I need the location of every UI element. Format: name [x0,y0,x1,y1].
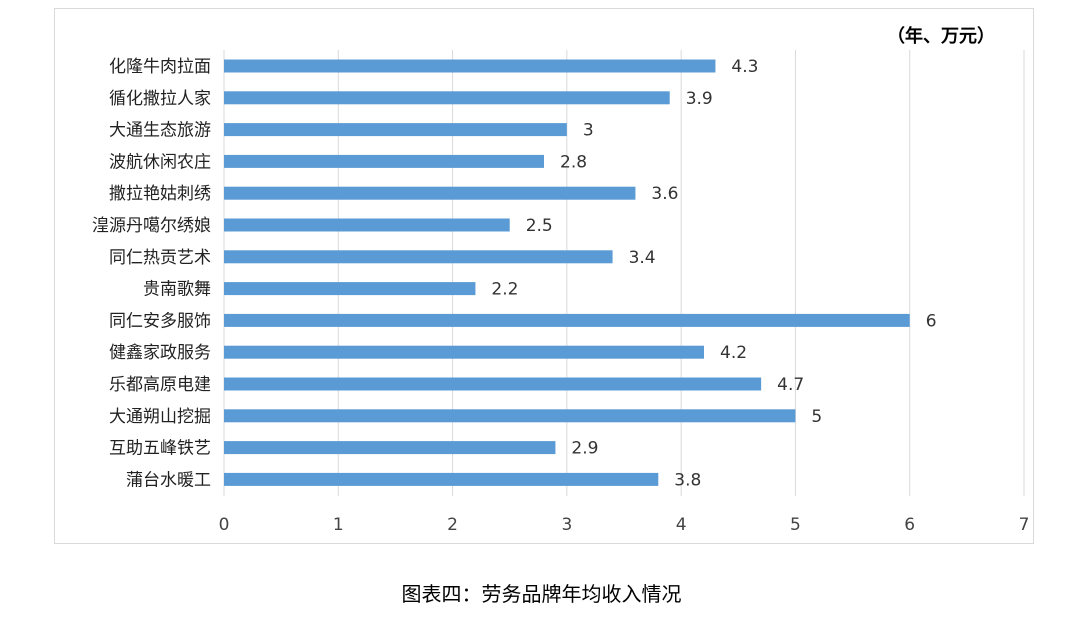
unit-label: （年、万元） [887,25,995,47]
bar [224,218,510,232]
bar [224,282,476,296]
bar [224,377,762,391]
category-label: 同仁热贡艺术 [109,248,211,268]
x-tick-label: 7 [1019,515,1030,535]
category-label: 化隆牛肉拉面 [109,57,211,77]
category-label: 湟源丹噶尔绣娘 [92,216,211,236]
data-label: 2.8 [560,152,587,172]
bar [224,123,567,137]
data-label: 3.9 [686,89,713,109]
x-tick-labels: 0 1 2 3 4 5 6 7 [219,515,1030,535]
category-label: 大通生态旅游 [109,121,211,141]
x-tick-label: 3 [561,515,572,535]
bar [224,91,670,105]
data-label: 2.9 [571,439,598,459]
bar [224,472,659,486]
category-label: 波航休闲农庄 [109,152,211,172]
category-label: 蒲台水暖工 [126,470,211,490]
bar [224,441,556,455]
bar [224,59,716,73]
x-tick-label: 6 [904,515,915,535]
bar [224,313,910,327]
x-tick-label: 5 [790,515,801,535]
data-label: 4.2 [720,343,747,363]
data-label: 4.3 [731,57,758,77]
category-label: 撒拉艳姑刺绣 [109,184,211,204]
data-label: 3.4 [629,248,656,268]
category-label: 互助五峰铁艺 [109,439,211,459]
category-label: 乐都高原电建 [109,375,211,395]
bars [224,59,910,486]
data-label: 3 [583,121,594,141]
bar [224,186,636,200]
bar [224,250,613,264]
category-label: 贵南歌舞 [143,280,211,300]
x-tick-label: 2 [447,515,458,535]
data-label: 5 [811,407,822,427]
data-label: 3.6 [651,184,678,204]
category-label: 同仁安多服饰 [109,311,211,331]
x-tick-label: 4 [676,515,687,535]
bar [224,154,544,168]
category-label: 健鑫家政服务 [109,343,211,363]
gridlines [223,50,1025,496]
category-labels: 化隆牛肉拉面循化撒拉人家大通生态旅游波航休闲农庄撒拉艳姑刺绣湟源丹噶尔绣娘同仁热… [92,57,211,490]
data-label: 4.7 [777,375,804,395]
bar [224,345,704,359]
data-label: 2.2 [491,280,518,300]
chart-caption: 图表四：劳务品牌年均收入情况 [401,582,682,606]
category-label: 循化撒拉人家 [109,89,211,109]
data-labels: 4.3 3.9 3 2.8 3.6 2.5 3.4 2.2 6 4.2 4.7 5 2.9 3.8 [491,57,936,490]
data-label: 2.5 [526,216,553,236]
data-label: 3.8 [674,470,701,490]
bar [224,409,796,423]
x-tick-label: 0 [219,515,230,535]
data-label: 6 [926,311,937,331]
x-tick-label: 1 [333,515,344,535]
category-label: 大通朔山挖掘 [109,407,211,427]
